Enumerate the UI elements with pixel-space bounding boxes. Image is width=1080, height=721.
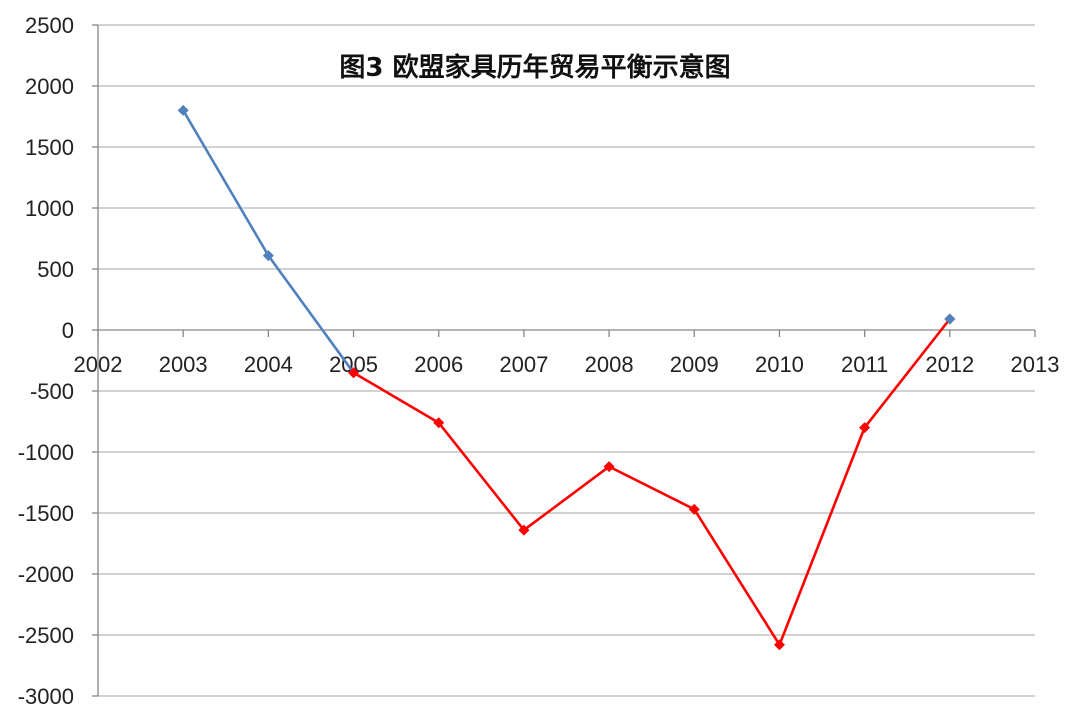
y-tick-label: -1500 bbox=[18, 501, 74, 526]
data-point bbox=[859, 422, 871, 434]
y-tick-label: -1000 bbox=[18, 440, 74, 465]
y-tick-label: -2000 bbox=[18, 562, 74, 587]
y-tick-label: -3000 bbox=[18, 684, 74, 709]
series bbox=[177, 104, 956, 651]
y-tick-label: 0 bbox=[62, 318, 74, 343]
x-tick-label: 2003 bbox=[159, 352, 208, 377]
chart-title: 图3 欧盟家具历年贸易平衡示意图 bbox=[339, 52, 730, 83]
y-tick-label: 2500 bbox=[25, 13, 74, 38]
x-tick-label: 2002 bbox=[74, 352, 123, 377]
x-tick-label: 2010 bbox=[755, 352, 804, 377]
data-point bbox=[518, 524, 530, 536]
data-point bbox=[688, 503, 700, 515]
y-tick-labels: 2500 2000 1500 1000 500 0 -500 -1000 -1500 -2000 -… bbox=[18, 13, 74, 709]
x-tick-label: 2013 bbox=[1011, 352, 1060, 377]
data-point bbox=[944, 313, 956, 325]
y-tick-label: 500 bbox=[37, 257, 74, 282]
y-tick-label: -2500 bbox=[18, 623, 74, 648]
x-tick-label: 2007 bbox=[499, 352, 548, 377]
y-tick-label: 2000 bbox=[25, 74, 74, 99]
x-tick-label: 2004 bbox=[244, 352, 293, 377]
x-tick-label: 2006 bbox=[414, 352, 463, 377]
data-point bbox=[433, 417, 445, 429]
y-tick-label: 1500 bbox=[25, 135, 74, 160]
data-point bbox=[262, 250, 274, 262]
x-tick-label: 2011 bbox=[841, 352, 888, 377]
data-point bbox=[603, 461, 615, 473]
axes bbox=[92, 24, 1036, 697]
x-tick-label: 2009 bbox=[670, 352, 719, 377]
y-tick-label: -500 bbox=[30, 379, 74, 404]
data-point bbox=[348, 367, 360, 379]
y-tick-label: 1000 bbox=[25, 196, 74, 221]
data-point bbox=[773, 639, 785, 651]
x-tick-label: 2008 bbox=[585, 352, 634, 377]
x-tick-label: 2012 bbox=[925, 352, 974, 377]
series-line bbox=[352, 318, 951, 647]
x-tick-labels: 2002 2003 2004 2005 2006 2007 2008 2009 2010 2011… bbox=[74, 352, 1060, 377]
data-point bbox=[177, 104, 189, 116]
grid-lines bbox=[98, 24, 1035, 697]
